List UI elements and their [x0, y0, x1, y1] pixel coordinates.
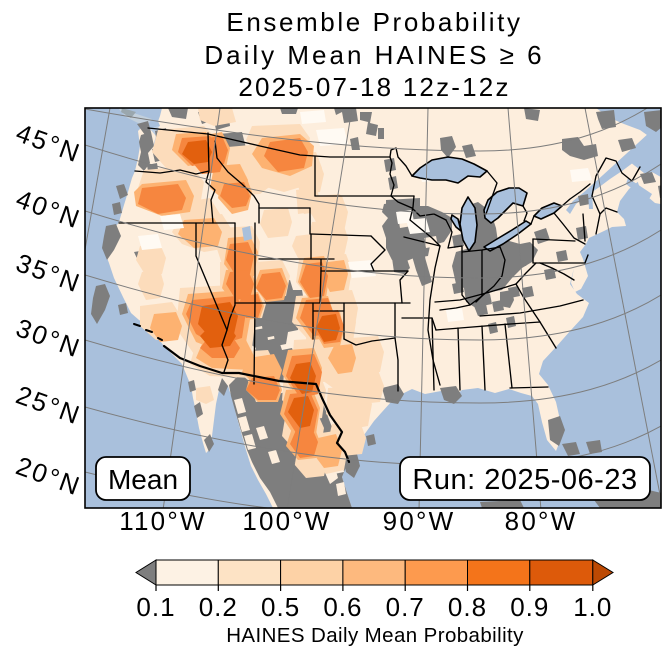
- svg-text:90°W: 90°W: [383, 506, 456, 536]
- svg-text:45°N: 45°N: [12, 117, 85, 168]
- svg-text:0.9: 0.9: [510, 592, 549, 622]
- svg-text:0.8: 0.8: [448, 592, 487, 622]
- svg-text:HAINES Daily Mean Probability: HAINES Daily Mean Probability: [226, 624, 524, 647]
- svg-text:Mean: Mean: [108, 464, 178, 495]
- svg-text:0.5: 0.5: [261, 592, 300, 622]
- svg-text:110°W: 110°W: [119, 506, 206, 536]
- svg-text:0.6: 0.6: [323, 592, 362, 622]
- svg-text:100°W: 100°W: [242, 506, 331, 536]
- svg-text:20°N: 20°N: [12, 450, 85, 501]
- svg-text:0.7: 0.7: [386, 592, 425, 622]
- svg-text:35°N: 35°N: [12, 247, 85, 298]
- svg-text:80°W: 80°W: [505, 506, 578, 536]
- svg-text:25°N: 25°N: [12, 379, 85, 430]
- svg-text:Run: 2025-06-23: Run: 2025-06-23: [412, 464, 637, 496]
- svg-text:0.1: 0.1: [136, 592, 175, 622]
- svg-text:40°N: 40°N: [12, 183, 85, 234]
- svg-text:0.2: 0.2: [199, 592, 238, 622]
- svg-text:1.0: 1.0: [573, 592, 612, 622]
- svg-text:30°N: 30°N: [12, 312, 85, 363]
